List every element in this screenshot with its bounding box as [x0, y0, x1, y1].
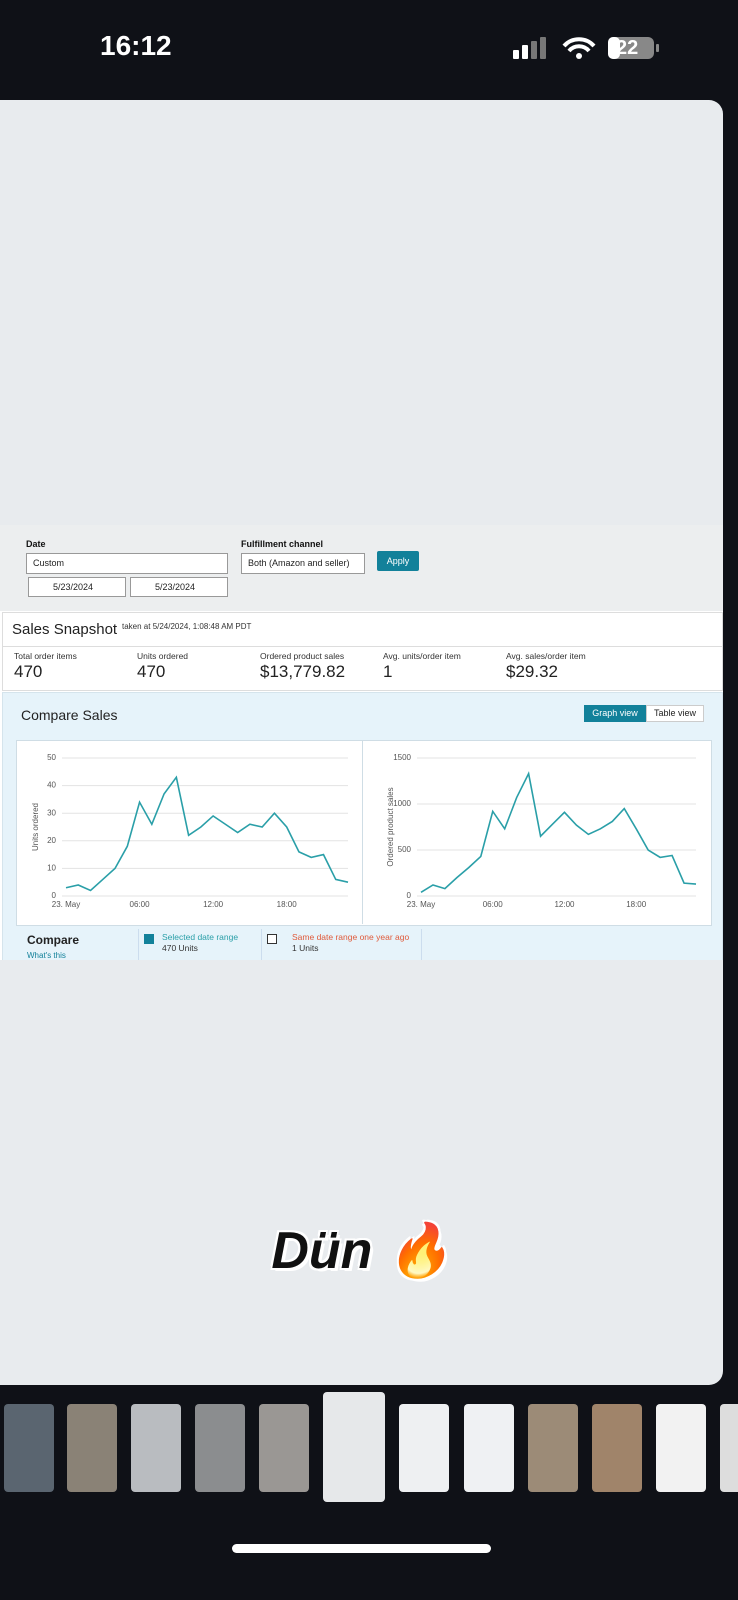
metric-label: Total order items [14, 651, 77, 661]
home-indicator [232, 1544, 491, 1553]
y-axis-title: Units ordered [31, 803, 40, 851]
battery: 22 [616, 37, 639, 59]
x-tick-label: 23. May [52, 900, 80, 909]
thumbnail[interactable] [464, 1404, 514, 1492]
metric-label: Ordered product sales [260, 651, 345, 661]
metric-value: 470 [14, 662, 43, 681]
compare-label: Compare [27, 933, 80, 947]
line [420, 771, 697, 894]
y-tick-label: 1000 [393, 799, 411, 808]
y-tick-label: 0 [52, 891, 57, 900]
sales-chart: 0 500 1000 1500 23. May 06:00 12:00 18:00 Ordere… [386, 753, 697, 909]
graph-view-button[interactable]: Graph view [584, 705, 646, 722]
metric-value: 470 [137, 662, 166, 681]
end-date[interactable]: 5/23/2024 [130, 577, 228, 597]
thumbnail[interactable] [131, 1404, 181, 1492]
x-tick-label: 06:00 [483, 900, 504, 909]
snapshot-title: Sales Snapshot [12, 621, 118, 638]
snapshot: Sales Snapshot taken at 5/24/2024, 1:08:… [2, 612, 723, 691]
thumbnail[interactable] [4, 1404, 54, 1492]
y-axis-title: Ordered product sales [386, 787, 395, 866]
apply-button[interactable]: Apply [377, 551, 419, 571]
start-date[interactable]: 5/23/2024 [28, 577, 126, 597]
divider [362, 740, 363, 924]
units-chart: 0 10 20 30 40 50 23. May 06:00 12:00 18:00 Units o… [31, 753, 349, 909]
y-tick-label: 20 [47, 836, 56, 845]
y-tick-label: 50 [47, 753, 56, 762]
x-tick-label: 12:00 [203, 900, 224, 909]
divider [138, 929, 139, 960]
x-tick-label: 06:00 [130, 900, 151, 909]
thumbnail[interactable] [592, 1404, 642, 1492]
last-year-units: 1 Units [292, 943, 319, 953]
caption: Dün 🔥 [271, 1222, 452, 1280]
y-tick-label: 1500 [393, 753, 411, 762]
whats-this-link[interactable]: What's this [27, 951, 66, 960]
story-card: Date Custom 5/23/2024 5/23/2024 Fulfillm… [0, 100, 723, 1385]
table-view-button[interactable]: Table view [646, 705, 704, 722]
metric-value: 1 [383, 662, 393, 681]
x-tick-label: 23. May [407, 900, 435, 909]
date-select[interactable]: Custom [26, 553, 228, 574]
screenshot: Date Custom 5/23/2024 5/23/2024 Fulfillm… [0, 525, 723, 960]
metric-label: Units ordered [137, 651, 189, 661]
thumbnail[interactable] [323, 1392, 385, 1502]
last-year-range: Same date range one year ago [292, 932, 410, 942]
thumbnail[interactable] [528, 1404, 578, 1492]
y-tick-label: 10 [47, 864, 56, 873]
channel-select[interactable]: Both (Amazon and seller) [241, 553, 365, 574]
metric-label: Avg. sales/order item [506, 651, 586, 661]
selected-range: Selected date range [162, 932, 239, 942]
checkbox-checked[interactable] [144, 934, 154, 944]
x-tick-label: 18:00 [277, 900, 298, 909]
divider [261, 929, 262, 960]
y-tick-label: 500 [398, 845, 412, 854]
filter-bar: Date Custom 5/23/2024 5/23/2024 Fulfillm… [0, 525, 723, 611]
divider [3, 646, 722, 647]
chart-panel [16, 740, 712, 926]
date-label: Date [26, 539, 46, 549]
selected-units: 470 Units [162, 943, 198, 953]
y-tick-label: 30 [47, 808, 56, 817]
channel-label: Fulfillment channel [241, 539, 324, 549]
thumbnail[interactable] [259, 1404, 309, 1492]
time: 16:12 [100, 30, 172, 61]
metric-label: Avg. units/order item [383, 651, 461, 661]
thumbnail[interactable] [720, 1404, 738, 1492]
thumbnail[interactable] [195, 1404, 245, 1492]
thumbnail[interactable] [656, 1404, 706, 1492]
status-icons [513, 37, 659, 59]
thumbnail[interactable] [399, 1404, 449, 1492]
y-tick-label: 0 [407, 891, 412, 900]
x-tick-label: 18:00 [626, 900, 647, 909]
line [65, 775, 349, 892]
metric-value: $29.32 [506, 662, 558, 681]
metric-value: $13,779.82 [260, 662, 346, 681]
thumbnail[interactable] [67, 1404, 117, 1492]
divider [421, 929, 422, 960]
compare-panel: Compare Sales Graph view Table view 0 10 2… [2, 692, 723, 960]
y-tick-label: 40 [47, 781, 56, 790]
compare-title: Compare Sales [21, 707, 118, 723]
x-tick-label: 12:00 [554, 900, 575, 909]
snapshot-time: taken at 5/24/2024, 1:08:48 AM PDT [122, 622, 252, 631]
checkbox[interactable] [267, 934, 277, 944]
